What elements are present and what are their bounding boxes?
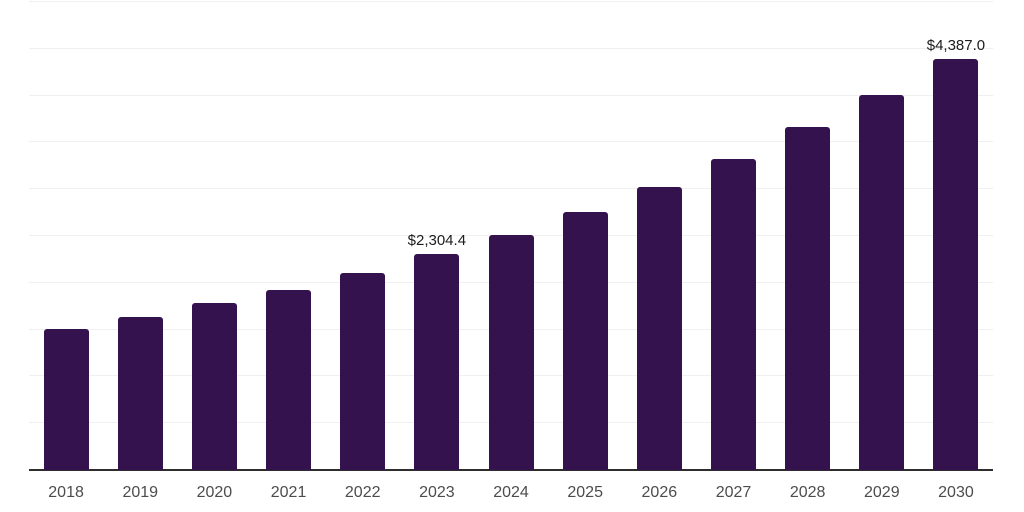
x-axis-line <box>29 469 993 471</box>
bar-2025 <box>562 211 608 470</box>
bar-2020 <box>191 303 237 470</box>
data-label-2030: $4,387.0 <box>926 37 986 55</box>
bar-2029 <box>859 95 905 470</box>
bar-2023 <box>414 254 460 470</box>
x-tick-label-2022: 2022 <box>344 484 381 501</box>
bar-2027 <box>710 159 756 470</box>
x-tick-label-2019: 2019 <box>122 484 159 501</box>
bar-2018 <box>43 328 89 470</box>
x-tick-label-2029: 2029 <box>864 484 900 501</box>
bar-2030 <box>933 59 979 470</box>
x-tick-label-2026: 2026 <box>641 484 678 501</box>
x-tick-label-2023: 2023 <box>419 484 455 501</box>
x-tick-label-2024: 2024 <box>493 484 529 501</box>
x-tick-label-2021: 2021 <box>270 484 307 501</box>
x-tick-label-2028: 2028 <box>789 484 826 501</box>
data-label-2023: $2,304.4 <box>407 232 467 250</box>
gridline-4000 <box>29 94 993 96</box>
gridline-5000 <box>29 1 993 2</box>
bar-2028 <box>785 127 831 470</box>
x-tick-label-2020: 2020 <box>196 484 233 501</box>
bar-2022 <box>340 272 386 470</box>
x-tick-label-2025: 2025 <box>567 484 603 501</box>
x-tick-label-2030: 2030 <box>938 484 974 501</box>
bar-2026 <box>636 187 682 470</box>
plot-area: $2,304.4 $4,387.0 <box>29 1 993 471</box>
x-axis-labels: 2018 2019 2020 2021 2022 2023 2024 2025 2026 2027… <box>29 484 993 504</box>
bar-2021 <box>266 289 312 470</box>
gridline-3000 <box>29 188 993 190</box>
gridline-4500 <box>29 47 993 49</box>
x-tick-label-2018: 2018 <box>48 484 84 501</box>
bar-2019 <box>117 317 163 470</box>
bar-2024 <box>488 235 534 470</box>
x-tick-label-2027: 2027 <box>715 484 752 501</box>
gridline-3500 <box>29 141 993 143</box>
